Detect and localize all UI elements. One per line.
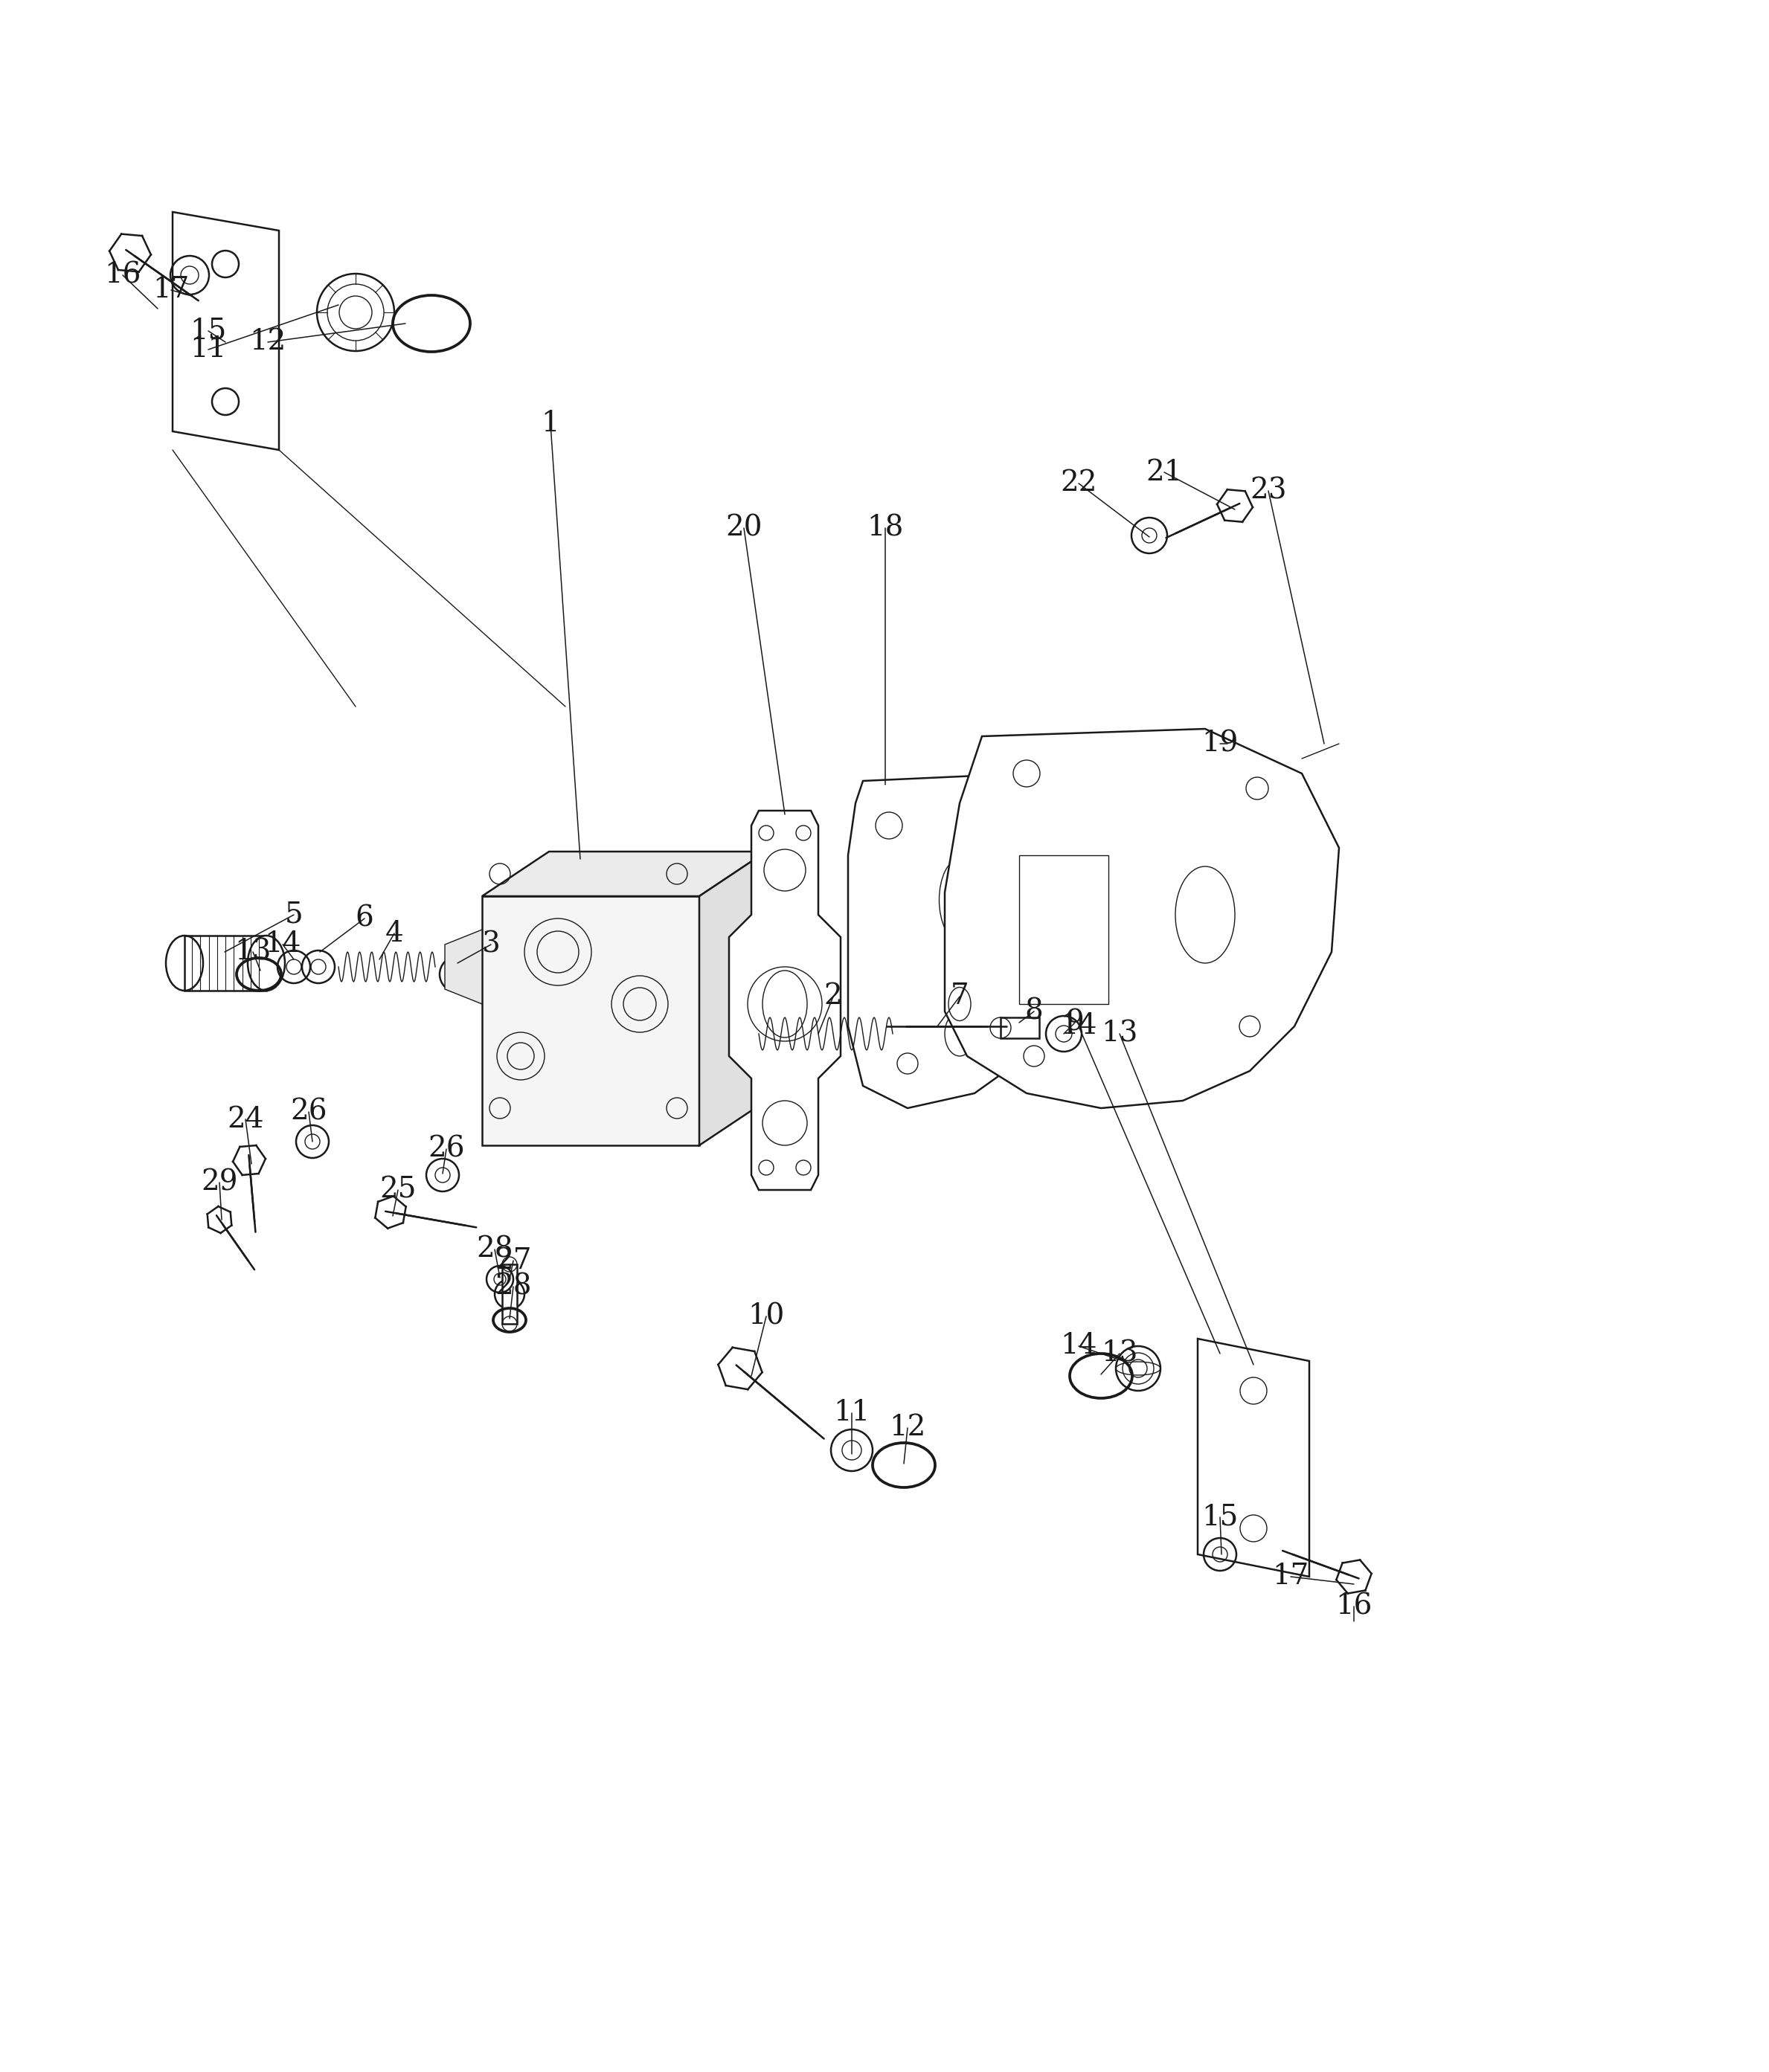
Text: 14: 14: [1060, 1332, 1097, 1359]
Text: 23: 23: [1251, 477, 1286, 506]
Bar: [184, 937, 267, 990]
Bar: [1019, 856, 1109, 1005]
Text: 8: 8: [1024, 999, 1044, 1026]
Text: 28: 28: [476, 1235, 513, 1264]
Text: 27: 27: [495, 1247, 532, 1274]
Text: 1: 1: [541, 410, 559, 437]
Polygon shape: [444, 930, 481, 1005]
Text: 3: 3: [481, 930, 501, 957]
Text: 21: 21: [1146, 458, 1182, 487]
Text: 13: 13: [1102, 1019, 1137, 1048]
Text: 2: 2: [824, 982, 842, 1011]
Text: 9: 9: [1065, 1009, 1084, 1036]
Text: 24: 24: [226, 1106, 264, 1133]
Text: 5: 5: [285, 901, 302, 928]
Text: 17: 17: [152, 276, 189, 305]
Text: 29: 29: [202, 1169, 237, 1196]
Polygon shape: [1198, 1339, 1309, 1577]
Text: 16: 16: [1336, 1593, 1373, 1620]
Polygon shape: [481, 897, 699, 1146]
Text: 25: 25: [380, 1177, 416, 1204]
Polygon shape: [481, 852, 766, 897]
Ellipse shape: [248, 937, 285, 990]
Text: 11: 11: [833, 1399, 870, 1428]
Text: 18: 18: [867, 514, 904, 541]
Text: 10: 10: [748, 1303, 785, 1330]
Polygon shape: [847, 773, 1072, 1109]
Text: 19: 19: [1201, 729, 1238, 758]
Text: 15: 15: [1201, 1504, 1238, 1531]
Text: 26: 26: [428, 1135, 465, 1162]
Text: 28: 28: [495, 1272, 532, 1301]
Text: 4: 4: [386, 920, 403, 947]
Bar: [1001, 1017, 1038, 1038]
Polygon shape: [699, 852, 766, 1146]
Text: 14: 14: [264, 930, 301, 957]
Text: 14: 14: [1060, 1013, 1097, 1040]
Text: 22: 22: [1060, 470, 1097, 497]
Bar: [502, 1264, 517, 1324]
Text: 26: 26: [290, 1098, 327, 1125]
Polygon shape: [729, 810, 840, 1189]
Polygon shape: [945, 729, 1339, 1109]
Text: 7: 7: [950, 982, 969, 1011]
Text: 12: 12: [249, 327, 287, 356]
Text: 13: 13: [235, 939, 271, 966]
Text: 12: 12: [890, 1415, 925, 1442]
Text: 16: 16: [104, 261, 142, 288]
Text: 17: 17: [1272, 1562, 1309, 1591]
Text: 15: 15: [189, 317, 226, 344]
Text: 6: 6: [356, 905, 373, 932]
Text: 20: 20: [725, 514, 762, 541]
Polygon shape: [173, 211, 280, 450]
Text: 11: 11: [189, 336, 226, 363]
Text: 13: 13: [1102, 1341, 1137, 1368]
